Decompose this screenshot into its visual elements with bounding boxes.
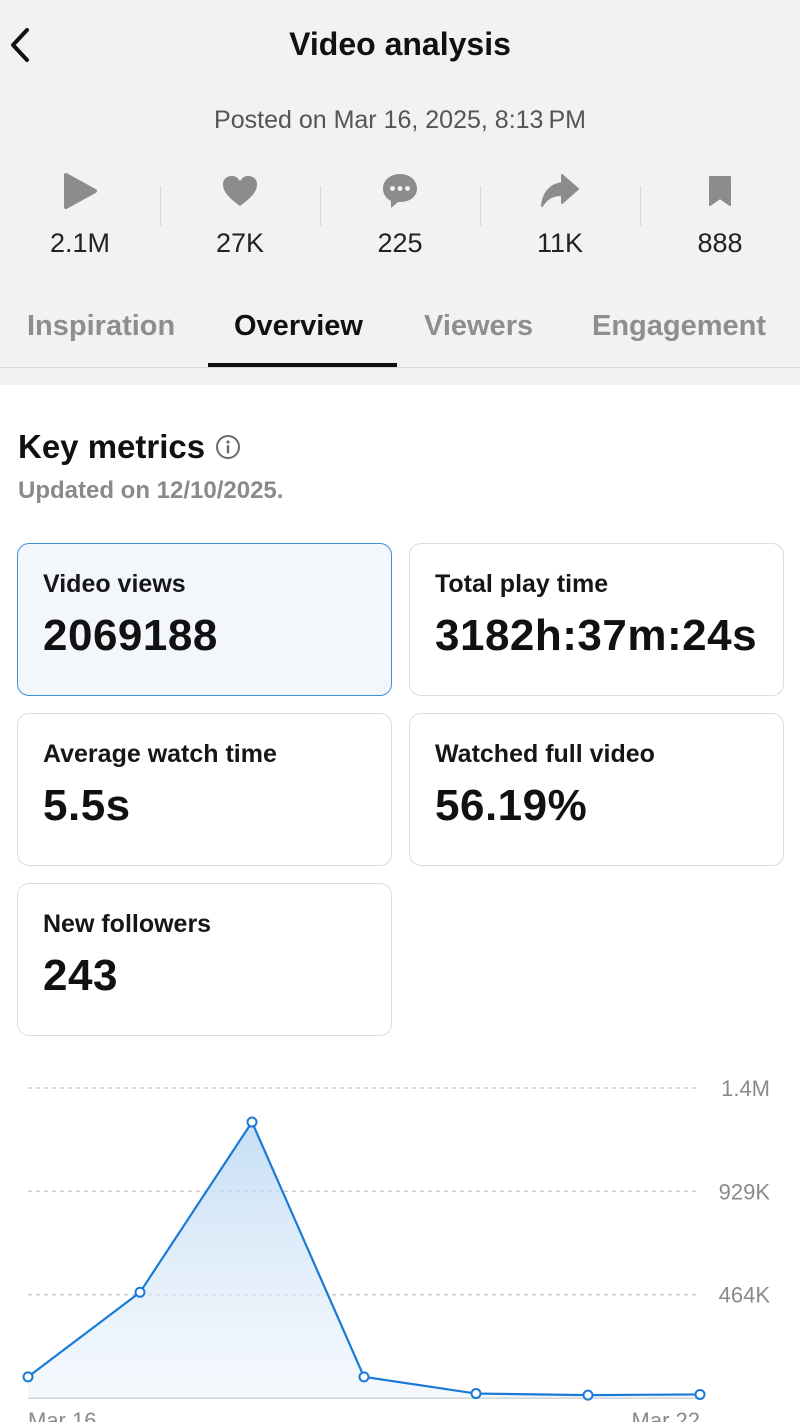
stat-plays: 2.1M [0, 168, 160, 268]
data-point [582, 1389, 594, 1401]
data-point [246, 1116, 258, 1128]
tabs-divider [0, 367, 800, 368]
stat-value: 2.1M [49, 228, 111, 258]
stat-comments: 225 [320, 168, 480, 268]
stat-saves: 888 [640, 168, 800, 268]
metric-card-total-play-time[interactable]: Total play time 3182h:37m:24s [409, 543, 784, 696]
stat-value: 11K [536, 228, 584, 258]
metric-value: 2069188 [43, 611, 218, 660]
comment-icon [380, 168, 420, 214]
heart-icon [221, 168, 259, 214]
y-tick-label: 929K [719, 1179, 771, 1204]
info-icon[interactable] [215, 434, 241, 460]
bookmark-icon [707, 168, 733, 214]
section-title: Key metrics [18, 428, 241, 466]
data-point [358, 1371, 370, 1383]
posted-date: Posted on Mar 16, 2025, 8:13 PM [214, 106, 586, 134]
metric-value: 56.19% [435, 781, 588, 830]
data-point [470, 1388, 482, 1400]
key-metrics-title: Key metrics [18, 428, 206, 465]
x-tick-label: Mar 16 [28, 1408, 96, 1422]
active-tab-indicator [208, 363, 397, 367]
series-area [28, 1122, 700, 1398]
metric-card-watched-full-video[interactable]: Watched full video 56.19% [409, 713, 784, 866]
metric-value: 5.5s [43, 781, 131, 830]
tab-overview[interactable]: Overview [234, 310, 363, 342]
x-tick-label: Mar 22 [632, 1408, 700, 1422]
chevron-left-icon [11, 28, 29, 62]
tab-inspiration[interactable]: Inspiration [27, 310, 176, 342]
metric-label: New followers [43, 910, 212, 938]
data-point [22, 1371, 34, 1383]
metric-card-average-watch-time[interactable]: Average watch time 5.5s [17, 713, 392, 866]
metric-label: Watched full video [435, 740, 655, 768]
y-tick-label: 464K [719, 1283, 771, 1308]
data-point [694, 1388, 706, 1400]
stat-shares: 11K [480, 168, 640, 268]
metric-value: 243 [43, 951, 118, 1000]
stat-divider [480, 186, 481, 226]
header-area: Video analysis Posted on Mar 16, 2025, 8… [0, 0, 800, 385]
tab-engagement[interactable]: Engagement [592, 310, 767, 342]
metric-label: Video views [43, 570, 186, 598]
metric-label: Average watch time [43, 740, 277, 768]
tab-viewers[interactable]: Viewers [424, 310, 534, 342]
views-chart-svg: 1.4M 929K 464K Mar 16 Mar 22 [22, 1076, 771, 1422]
share-icon [540, 168, 580, 214]
stat-value: 888 [697, 228, 743, 258]
views-chart: 1.4M 929K 464K Mar 16 Mar 22 [0, 1060, 800, 1422]
stats-row: 2.1M 27K 225 [0, 168, 800, 268]
stat-divider [640, 186, 641, 226]
stat-divider [320, 186, 321, 226]
tab-bar: Inspiration Overview Viewers Engagement [0, 300, 800, 368]
page-title: Video analysis [289, 26, 511, 62]
metric-label: Total play time [435, 570, 609, 598]
play-icon [62, 168, 98, 214]
updated-date: Updated on 12/10/2025. [18, 477, 284, 504]
stat-value: 27K [215, 228, 265, 258]
data-point [134, 1286, 146, 1298]
metric-value: 3182h:37m:24s [435, 611, 758, 660]
stat-likes: 27K [160, 168, 320, 268]
metric-card-new-followers[interactable]: New followers 243 [17, 883, 392, 1036]
metric-card-video-views[interactable]: Video views 2069188 [17, 543, 392, 696]
y-tick-label: 1.4M [721, 1076, 770, 1101]
stat-value: 225 [377, 228, 423, 258]
stat-divider [160, 186, 161, 226]
back-button[interactable] [0, 22, 40, 68]
